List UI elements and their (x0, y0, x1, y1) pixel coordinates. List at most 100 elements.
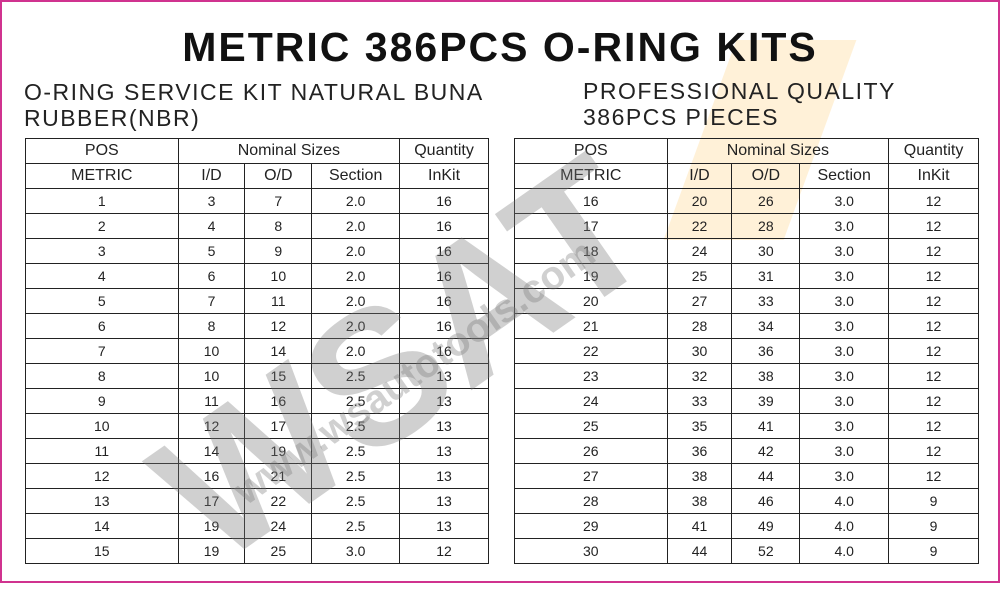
table-cell: 2.0 (311, 213, 401, 239)
subtitle-left: O-RING SERVICE KIT NATURAL BUNA RUBBER(N… (24, 79, 484, 131)
table-cell: 27 (666, 288, 733, 314)
table-row: 25 35 41 3.0 12 (514, 413, 979, 439)
table-cell: 2.5 (311, 463, 401, 489)
table-row: 28 38 46 4.0 9 (514, 488, 979, 514)
table-cell: 2.5 (311, 388, 401, 414)
table-cell: 3.0 (799, 288, 890, 314)
page-title: METRIC 386PCS O-RING KITS (182, 24, 818, 70)
table-cell: 36 (731, 338, 801, 364)
table-cell: 41 (731, 413, 801, 439)
table-cell: 33 (666, 388, 733, 414)
table-cell: 12 (399, 538, 489, 564)
table-cell: 8 (25, 363, 179, 389)
table-row: 16 20 26 3.0 12 (514, 188, 979, 214)
table-cell: 6 (25, 313, 179, 339)
table-cell: 12 (888, 413, 979, 439)
sizes-table-right: POS Nominal Sizes Quantity METRIC I/D O/D Sect… (514, 138, 979, 564)
header-row: POS Nominal Sizes Quantity (25, 138, 489, 164)
header-section: Section (799, 163, 890, 189)
table-cell: 10 (25, 413, 179, 439)
table-cell: 34 (731, 313, 801, 339)
table-cell: 9 (888, 513, 979, 539)
table-row: 19 25 31 3.0 12 (514, 263, 979, 289)
header-od: O/D (731, 163, 801, 189)
table-cell: 2.5 (311, 438, 401, 464)
table-cell: 3.0 (799, 188, 890, 214)
table-cell: 3.0 (311, 538, 401, 564)
subtitle-line: O-RING SERVICE KIT NATURAL BUNA (24, 79, 484, 105)
table-cell: 28 (514, 488, 668, 514)
header-inkit: InKit (399, 163, 489, 189)
table-row: 3 5 9 2.0 16 (25, 238, 489, 264)
table-cell: 2.0 (311, 238, 401, 264)
table-cell: 2.0 (311, 338, 401, 364)
table-cell: 22 (514, 338, 668, 364)
table-cell: 13 (399, 388, 489, 414)
table-row: 9 11 16 2.5 13 (25, 388, 489, 414)
table-cell: 17 (177, 488, 246, 514)
table-cell: 36 (666, 438, 733, 464)
table-cell: 12 (888, 313, 979, 339)
table-cell: 9 (244, 238, 313, 264)
table-cell: 2 (25, 213, 179, 239)
table-row: 14 19 24 2.5 13 (25, 513, 489, 539)
table-cell: 12 (888, 238, 979, 264)
header-pos: POS (514, 138, 668, 164)
table-cell: 8 (244, 213, 313, 239)
table-cell: 2.0 (311, 313, 401, 339)
table-row: 22 30 36 3.0 12 (514, 338, 979, 364)
table-row: 23 32 38 3.0 12 (514, 363, 979, 389)
table-cell: 12 (888, 188, 979, 214)
table-cell: 29 (514, 513, 668, 539)
table-cell: 27 (514, 463, 668, 489)
table-cell: 16 (399, 188, 489, 214)
table-cell: 26 (514, 438, 668, 464)
table-cell: 15 (244, 363, 313, 389)
header-pos: POS (25, 138, 179, 164)
header-row: METRIC I/D O/D Section InKit (25, 163, 489, 189)
table-cell: 12 (888, 438, 979, 464)
table-cell: 7 (25, 338, 179, 364)
table-cell: 12 (888, 363, 979, 389)
table-cell: 2.5 (311, 488, 401, 514)
table-row: 8 10 15 2.5 13 (25, 363, 489, 389)
table-cell: 24 (666, 238, 733, 264)
table-cell: 3.0 (799, 263, 890, 289)
table-cell: 4.0 (799, 538, 890, 564)
table-cell: 13 (399, 463, 489, 489)
table-row: 5 7 11 2.0 16 (25, 288, 489, 314)
table-cell: 22 (666, 213, 733, 239)
table-cell: 2.0 (311, 188, 401, 214)
table-row: 2 4 8 2.0 16 (25, 213, 489, 239)
table-cell: 49 (731, 513, 801, 539)
table-cell: 3.0 (799, 388, 890, 414)
table-row: 7 10 14 2.0 16 (25, 338, 489, 364)
table-cell: 12 (177, 413, 246, 439)
table-cell: 21 (514, 313, 668, 339)
table-cell: 19 (177, 538, 246, 564)
page-border (0, 0, 1000, 583)
table-cell: 19 (514, 263, 668, 289)
table-row: 1 3 7 2.0 16 (25, 188, 489, 214)
table-cell: 28 (731, 213, 801, 239)
table-cell: 26 (731, 188, 801, 214)
table-cell: 16 (244, 388, 313, 414)
table-cell: 2.0 (311, 263, 401, 289)
table-cell: 5 (25, 288, 179, 314)
table-cell: 16 (399, 213, 489, 239)
table-cell: 52 (731, 538, 801, 564)
table-cell: 21 (244, 463, 313, 489)
subtitle-line: RUBBER(NBR) (24, 105, 201, 131)
header-id: I/D (666, 163, 733, 189)
table-row: 29 41 49 4.0 9 (514, 513, 979, 539)
table-cell: 19 (244, 438, 313, 464)
table-row: 20 27 33 3.0 12 (514, 288, 979, 314)
table-cell: 10 (177, 363, 246, 389)
table-row: 27 38 44 3.0 12 (514, 463, 979, 489)
table-cell: 35 (666, 413, 733, 439)
table-cell: 11 (25, 438, 179, 464)
table-cell: 3.0 (799, 363, 890, 389)
table-cell: 10 (177, 338, 246, 364)
sizes-table-left: POS Nominal Sizes Quantity METRIC I/D O/D Sect… (25, 138, 489, 564)
table-cell: 16 (399, 288, 489, 314)
